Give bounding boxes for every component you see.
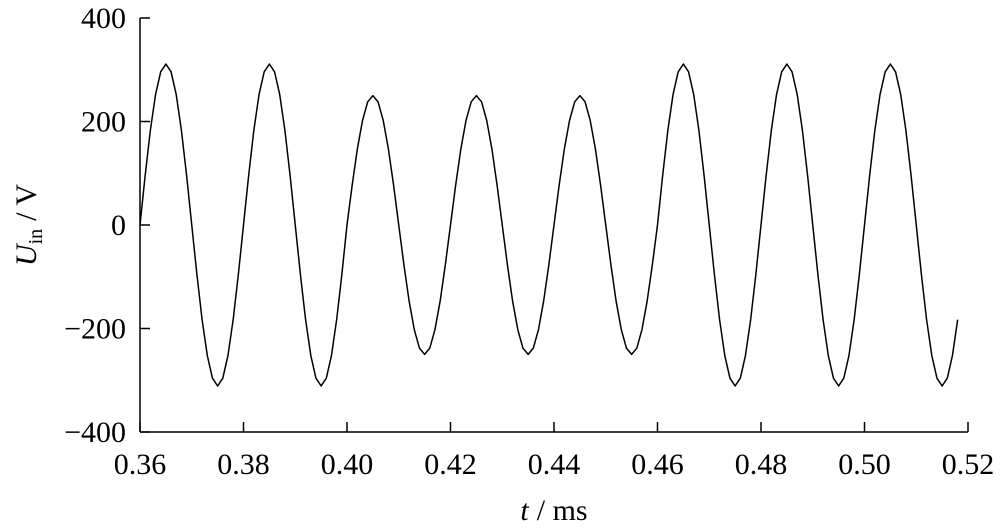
x-tick-label: 0.40	[321, 448, 374, 481]
y-tick-label: 200	[81, 106, 126, 139]
y-label-symbol: U	[10, 242, 43, 266]
y-tick-label: −400	[64, 416, 126, 449]
signal-line	[139, 63, 959, 387]
y-label-subscript: in	[25, 229, 47, 245]
x-axis-label: t / ms	[520, 494, 587, 527]
x-tick-label: 0.48	[735, 448, 788, 481]
y-tick-label: 400	[81, 2, 126, 35]
x-tick-label: 0.36	[114, 448, 167, 481]
y-axis-label: Uin / V	[10, 184, 47, 267]
x-tick-label: 0.38	[217, 448, 270, 481]
x-tick-label: 0.50	[838, 448, 891, 481]
x-tick-label: 0.44	[528, 448, 581, 481]
y-label-unit: / V	[10, 184, 43, 221]
x-tick-label: 0.46	[631, 448, 684, 481]
x-tick-label: 0.42	[424, 448, 477, 481]
x-label-unit: / ms	[537, 494, 588, 527]
x-label-symbol: t	[520, 494, 529, 527]
y-tick-label: −200	[64, 313, 126, 346]
x-tick-label: 0.52	[942, 448, 995, 481]
y-tick-label: 0	[111, 209, 126, 242]
